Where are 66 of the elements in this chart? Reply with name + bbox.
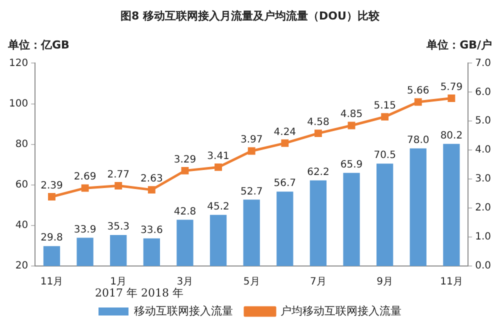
data-label: 65.9: [340, 160, 363, 171]
point: [248, 147, 256, 155]
data-label: 5.79: [440, 82, 463, 93]
y2-tick-label: 0.0: [475, 260, 492, 272]
point: [348, 122, 356, 130]
y2-tick-label: 7.0: [475, 58, 492, 69]
y2-axis-title: 单位：GB/户: [426, 38, 492, 52]
x-tick-label: 3月: [176, 276, 194, 288]
data-label: 78.0: [407, 134, 430, 146]
point: [148, 186, 156, 194]
x-tick-label: 7月: [310, 276, 326, 288]
x-tick-label: 11月: [40, 276, 64, 288]
data-label: 35.3: [107, 222, 130, 233]
y-tick-label: 120: [8, 58, 28, 69]
y2-tick-label: 6.0: [475, 86, 492, 98]
point: [281, 139, 289, 147]
point: [81, 184, 89, 192]
chart-title: 图8 移动互联网接入月流量及户均流量（DOU）比较: [120, 9, 380, 22]
data-label: 29.8: [40, 232, 63, 244]
data-label: 62.2: [307, 167, 330, 178]
y2-tick-label: 5.0: [475, 116, 492, 127]
data-label: 3.97: [240, 134, 263, 146]
data-label: 52.7: [240, 186, 263, 198]
data-label: 5.15: [374, 100, 396, 112]
data-label: 4.85: [340, 109, 363, 120]
y2-tick-label: 3.0: [475, 174, 492, 185]
y-tick-label: 20: [15, 260, 28, 272]
x-tick-label: 11月: [440, 276, 463, 288]
data-label: 2.39: [40, 180, 63, 192]
data-label: 80.2: [440, 130, 463, 142]
data-label: 4.24: [274, 126, 296, 138]
point: [381, 113, 389, 121]
data-label: 2.69: [74, 172, 96, 183]
point: [48, 193, 56, 200]
point: [181, 166, 189, 174]
data-label: 45.2: [207, 201, 230, 212]
y-tick-label: 80: [15, 138, 28, 150]
point: [114, 182, 122, 190]
y2-tick-label: 4.0: [475, 144, 492, 156]
data-label: 4.58: [307, 116, 330, 128]
data-label: 70.5: [374, 150, 396, 162]
point: [414, 98, 422, 106]
x-tick-label: 1月: [110, 276, 127, 288]
data-label: 56.7: [274, 178, 296, 190]
data-label: 33.9: [74, 224, 96, 236]
data-label: 42.8: [174, 206, 196, 218]
data-label: 33.6: [140, 225, 163, 236]
y2-tick-label: 2.0: [475, 202, 492, 214]
point: [214, 163, 222, 171]
x-tick-label: 5月: [243, 276, 260, 288]
legend-label: 户均移动互联网接入流量: [280, 304, 402, 318]
y-axis-title: 单位：亿GB: [7, 38, 70, 52]
y-tick-label: 100: [8, 98, 28, 110]
y2-tick-label: 1.0: [475, 232, 492, 243]
text: 2017 年 2018 年: [95, 286, 184, 300]
data-label: 3.41: [207, 150, 230, 162]
point: [314, 130, 322, 138]
y-tick-label: 60: [15, 179, 28, 190]
data-label: 5.66: [407, 86, 430, 97]
x-tick-label: 9月: [376, 276, 394, 288]
y-tick-label: 40: [15, 220, 28, 232]
data-label: 2.77: [107, 169, 130, 180]
point: [448, 94, 456, 102]
data-label: 2.63: [140, 173, 163, 184]
data-label: 3.29: [174, 154, 196, 166]
legend-label: 移动互联网接入流量: [134, 304, 233, 318]
